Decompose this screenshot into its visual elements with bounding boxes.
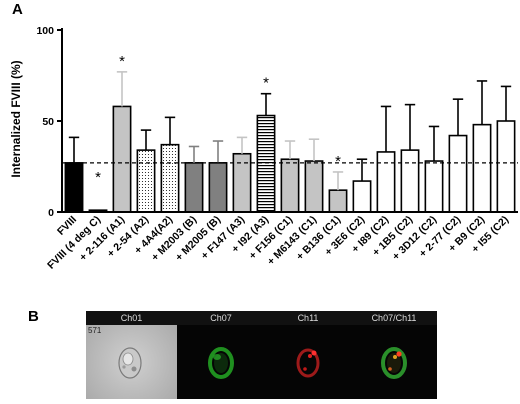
green-fluorescence-image (208, 347, 234, 379)
bar (424, 160, 444, 213)
bar (472, 123, 492, 213)
y-tick-label: 50 (42, 116, 54, 128)
bar (448, 134, 468, 213)
significance-marker: * (95, 169, 101, 186)
channel-panel-merge: Ch07/Ch11 (351, 311, 437, 399)
bar (232, 152, 252, 213)
bar (496, 120, 516, 213)
y-axis-label: Internalized FVIII (%) (9, 60, 23, 177)
channel-panel-green: Ch07 (177, 311, 265, 399)
bar (256, 114, 276, 213)
object-id: 571 (88, 326, 102, 335)
significance-marker: * (335, 153, 341, 170)
channel-label: Ch07 (177, 311, 265, 325)
y-tick-label: 0 (48, 207, 54, 219)
bar (352, 180, 372, 213)
bar (184, 162, 204, 213)
red-fluorescence-image (296, 348, 320, 378)
significance-marker: * (263, 75, 269, 92)
merged-fluorescence-image (381, 347, 407, 379)
micrograph-strip: Ch01 571 Ch07 Ch11 (86, 311, 437, 399)
panel-b-label: B (28, 308, 39, 325)
bar (376, 151, 396, 213)
y-axis: 0 50 100 (36, 25, 63, 219)
bar (112, 105, 132, 213)
channel-label: Ch11 (265, 311, 351, 325)
bar (208, 162, 228, 213)
bars: * * * * (62, 53, 518, 213)
brightfield-cell-image (118, 347, 142, 379)
bar (400, 149, 420, 213)
bar (160, 143, 180, 213)
bar (280, 158, 300, 213)
bar (136, 149, 156, 213)
panel-a-label: A (12, 1, 23, 18)
channel-panel-red: Ch11 (265, 311, 351, 399)
bar-chart: A Internalized FVIII (%) 0 50 100 * * * * FVI… (9, 1, 518, 272)
channel-label: Ch07/Ch11 (351, 311, 437, 325)
significance-marker: * (119, 53, 125, 70)
bar (328, 189, 348, 213)
y-tick-label: 100 (36, 25, 54, 37)
bar (64, 162, 84, 213)
channel-label: Ch01 (86, 311, 177, 325)
channel-panel-brightfield: Ch01 571 (86, 311, 177, 399)
bar (304, 160, 324, 213)
